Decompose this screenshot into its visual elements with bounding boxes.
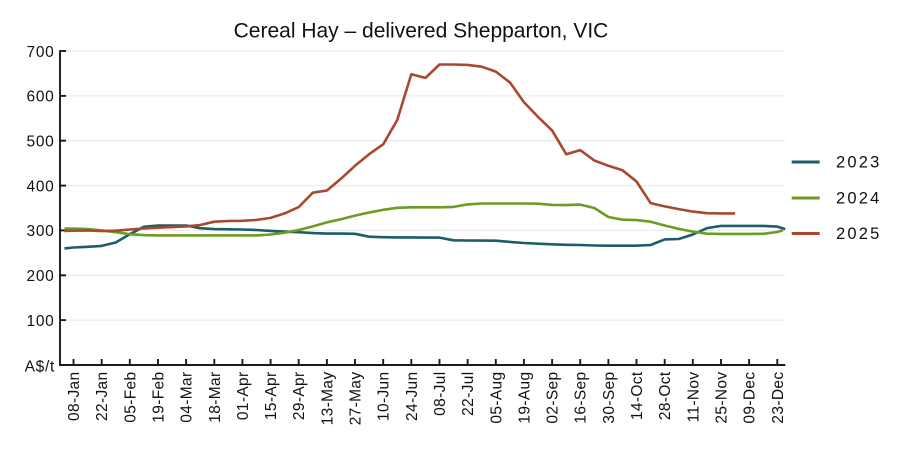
svg-text:27-May: 27-May bbox=[348, 372, 365, 426]
svg-text:13-May: 13-May bbox=[319, 372, 336, 426]
svg-text:400: 400 bbox=[27, 178, 55, 195]
svg-text:08-Jan: 08-Jan bbox=[66, 372, 83, 422]
svg-text:02-Sep: 02-Sep bbox=[545, 372, 562, 424]
svg-text:25-Nov: 25-Nov bbox=[714, 372, 731, 424]
svg-text:Cereal Hay – delivered Sheppar: Cereal Hay – delivered Shepparton, VIC bbox=[234, 20, 609, 43]
svg-text:15-Apr: 15-Apr bbox=[263, 372, 280, 421]
svg-text:30-Sep: 30-Sep bbox=[601, 372, 618, 424]
svg-text:200: 200 bbox=[27, 268, 55, 285]
svg-text:2024: 2024 bbox=[836, 190, 882, 208]
svg-text:A$/t: A$/t bbox=[25, 359, 55, 376]
svg-text:22-Jan: 22-Jan bbox=[94, 372, 111, 422]
svg-text:600: 600 bbox=[27, 89, 55, 106]
svg-text:01-Apr: 01-Apr bbox=[235, 372, 252, 421]
svg-text:2025: 2025 bbox=[836, 225, 882, 243]
svg-text:28-Oct: 28-Oct bbox=[657, 371, 674, 420]
svg-text:16-Sep: 16-Sep bbox=[573, 372, 590, 424]
svg-text:10-Jun: 10-Jun bbox=[376, 372, 393, 422]
svg-text:24-Jun: 24-Jun bbox=[404, 372, 421, 422]
svg-text:22-Jul: 22-Jul bbox=[460, 372, 477, 416]
svg-text:05-Aug: 05-Aug bbox=[488, 372, 505, 424]
svg-text:23-Dec: 23-Dec bbox=[770, 372, 787, 424]
svg-text:2023: 2023 bbox=[836, 154, 882, 172]
svg-text:08-Jul: 08-Jul bbox=[432, 372, 449, 416]
svg-text:18-Mar: 18-Mar bbox=[207, 372, 224, 423]
svg-text:09-Dec: 09-Dec bbox=[742, 372, 759, 424]
svg-text:14-Oct: 14-Oct bbox=[629, 371, 646, 420]
svg-text:04-Mar: 04-Mar bbox=[179, 372, 196, 423]
svg-text:500: 500 bbox=[27, 134, 55, 151]
svg-text:700: 700 bbox=[27, 44, 55, 61]
svg-text:05-Feb: 05-Feb bbox=[122, 372, 139, 423]
svg-text:19-Feb: 19-Feb bbox=[151, 372, 168, 423]
svg-text:300: 300 bbox=[27, 223, 55, 240]
svg-text:100: 100 bbox=[27, 313, 55, 330]
svg-text:29-Apr: 29-Apr bbox=[291, 372, 308, 421]
svg-text:19-Aug: 19-Aug bbox=[516, 372, 533, 424]
svg-text:11-Nov: 11-Nov bbox=[685, 372, 702, 423]
